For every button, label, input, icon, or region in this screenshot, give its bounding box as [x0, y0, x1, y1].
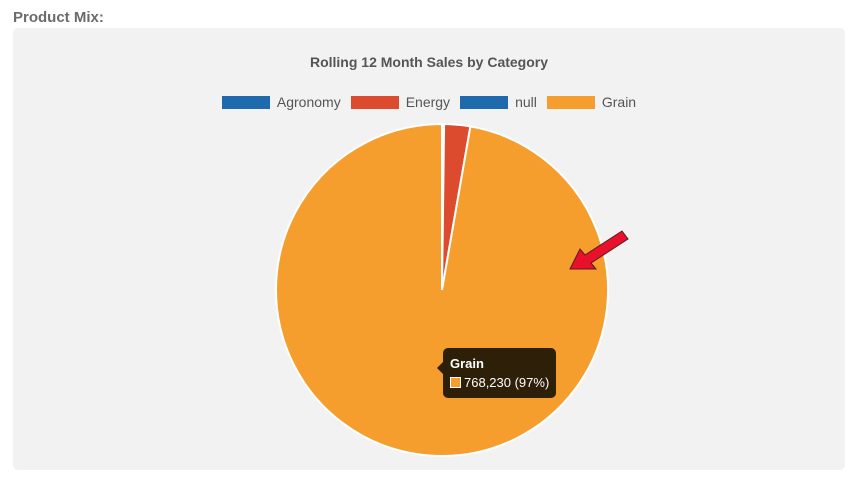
legend-label: null: [515, 94, 537, 110]
pie-slice-grain[interactable]: [275, 122, 609, 457]
section-title: Product Mix:: [13, 9, 104, 26]
legend-swatch: [460, 95, 509, 109]
tooltip-value: 768,230 (97%): [464, 375, 550, 390]
chart-tooltip: Grain 768,230 (97%): [436, 348, 557, 398]
legend-label: Energy: [405, 94, 451, 110]
legend-label: Grain: [601, 94, 637, 110]
chart-legend: Agronomy Energy null Grain: [13, 94, 845, 110]
chart-card: Rolling 12 Month Sales by Category Agron…: [13, 28, 845, 470]
arrow-shape: [569, 230, 629, 270]
tooltip-title: Grain: [450, 356, 484, 371]
legend-swatch: [221, 95, 270, 109]
legend-item-null[interactable]: null: [460, 94, 537, 110]
legend-label: Agronomy: [276, 94, 341, 110]
legend-item-energy[interactable]: Energy: [350, 94, 451, 110]
legend-swatch: [350, 95, 399, 109]
legend-item-agronomy[interactable]: Agronomy: [221, 94, 341, 110]
pie-chart: [275, 122, 609, 457]
red-arrow-icon: [569, 230, 629, 270]
tooltip-swatch: [450, 377, 461, 388]
legend-swatch: [546, 95, 595, 109]
legend-item-grain[interactable]: Grain: [546, 94, 637, 110]
chart-title: Rolling 12 Month Sales by Category: [309, 54, 549, 70]
